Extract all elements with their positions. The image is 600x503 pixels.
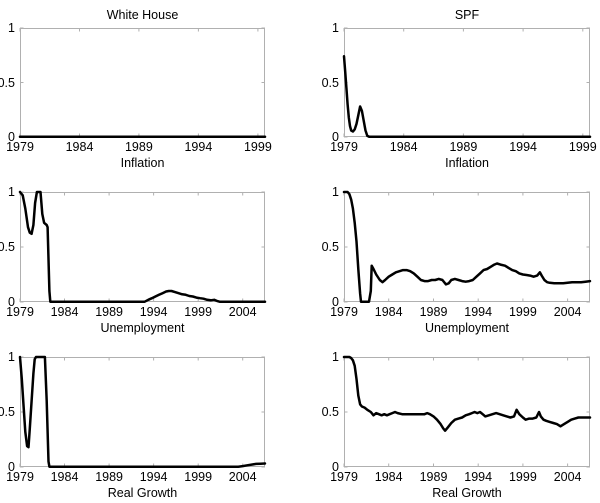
y-tick-label: 1 [332,185,339,199]
x-tick-label: 1989 [124,140,153,154]
x-tick-label: 1979 [6,470,34,484]
x-tick-label: 2004 [553,305,582,319]
plot-area-white-house-inflation [18,27,267,138]
column-title-white-house: White House [106,8,179,22]
subplot-spf-inflation: SPF Inflation 1979 1984 1989 1994 1999 0 0.5 1 [322,8,597,170]
x-axis-label-inflation: Inflation [445,156,489,170]
y-tick-label: 0 [332,295,339,309]
tick-marks [343,27,590,138]
x-tick-label: 1979 [6,140,34,154]
plot-area-white-house-real-growth [18,355,267,468]
y-tick-label: 0.5 [0,75,15,90]
x-tick-label: 2004 [553,470,582,484]
data-line-white-house-real-growth-probability [18,355,267,468]
y-tick-label: 0 [8,460,15,474]
x-tick-label: 1999 [568,140,597,154]
x-tick-label: 1979 [330,140,358,154]
plot-area-spf-unemployment [342,190,592,303]
column-title-spf: SPF [454,8,480,22]
x-tick-label: 2004 [228,470,257,484]
y-tick-label: 1 [8,185,15,199]
x-tick-label: 1994 [509,140,537,154]
y-tick-label: 1 [332,350,339,364]
x-tick-label: 1999 [508,305,537,319]
x-tick-label: 1989 [95,305,123,319]
data-line-white-house-unemployment-probability [18,190,267,303]
x-tick-label: 1994 [139,470,168,484]
axes-box [20,192,265,302]
data-line-spf-unemployment-probability [342,190,592,303]
x-tick-label: 1979 [6,305,34,319]
x-tick-label: 1979 [330,305,358,319]
x-axis-label-unemployment: Unemployment [424,321,510,335]
axes-box [344,357,590,467]
x-tick-label: 1984 [389,140,418,154]
tick-marks [343,191,590,303]
x-tick-label: 1994 [464,305,493,319]
x-tick-label: 1999 [184,470,213,484]
axes-box [344,28,590,137]
subplot-white-house-unemployment: Unemployment 1979 1984 1989 1994 1999 2004 0 0.… [0,185,267,335]
x-tick-label: 1984 [374,305,403,319]
x-axis-label-unemployment: Unemployment [100,321,185,335]
x-tick-label: 1994 [139,305,168,319]
x-tick-label: 1984 [50,470,79,484]
y-tick-label: 0 [8,130,15,144]
data-line-spf-inflation-probability [342,55,592,138]
x-tick-label: 1989 [419,470,448,484]
x-tick-label: 1984 [374,470,403,484]
x-tick-label: 1999 [243,140,272,154]
x-tick-label: 1994 [464,470,493,484]
x-tick-label: 1984 [50,305,79,319]
plot-area-spf-real-growth [342,355,592,468]
plot-area-white-house-unemployment [18,190,267,303]
x-axis-label-real-growth: Real Growth [107,486,178,500]
x-tick-label: 1989 [95,470,123,484]
axes-box [20,28,265,137]
y-tick-label: 0.5 [0,240,15,254]
subplot-white-house-real-growth: Real Growth 1979 1984 1989 1994 1999 2004 0 0.5… [0,350,267,500]
subplot-spf-unemployment: Unemployment 1979 1984 1989 1994 1999 2004 0 0.… [322,185,592,335]
tick-marks [19,191,265,303]
y-tick-label: 0 [332,460,339,474]
x-axis-label-inflation: Inflation [120,156,165,170]
axes-box [20,357,265,467]
y-tick-label: 0.5 [321,75,339,90]
x-axis-label-real-growth: Real Growth [432,486,502,500]
x-tick-label: 1979 [330,470,358,484]
y-tick-label: 0.5 [321,405,339,419]
plot-area-spf-inflation [342,27,592,138]
y-tick-label: 0 [332,130,339,144]
x-tick-label: 1999 [184,305,213,319]
tick-marks [19,356,265,468]
x-tick-label: 2004 [228,305,257,319]
tick-marks [19,27,265,138]
y-tick-label: 1 [332,21,339,35]
x-tick-label: 1994 [184,140,213,154]
y-tick-label: 0.5 [321,240,339,254]
x-tick-label: 1989 [449,140,478,154]
y-tick-label: 1 [8,21,15,35]
y-tick-label: 1 [8,350,15,364]
x-tick-label: 1989 [419,305,448,319]
subplot-spf-real-growth: Real Growth 1979 1984 1989 1994 1999 2004 0 0.5… [322,350,592,500]
y-tick-label: 0.5 [0,405,15,419]
y-tick-label: 0 [8,295,15,309]
x-tick-label: 1999 [508,470,537,484]
x-tick-label: 1984 [65,140,94,154]
data-line-spf-real-growth-probability [342,355,592,432]
axes-box [344,192,590,302]
tick-marks [343,356,590,468]
subplot-white-house-inflation: White House Inflation 1979 1984 1989 1994 19… [0,8,272,170]
